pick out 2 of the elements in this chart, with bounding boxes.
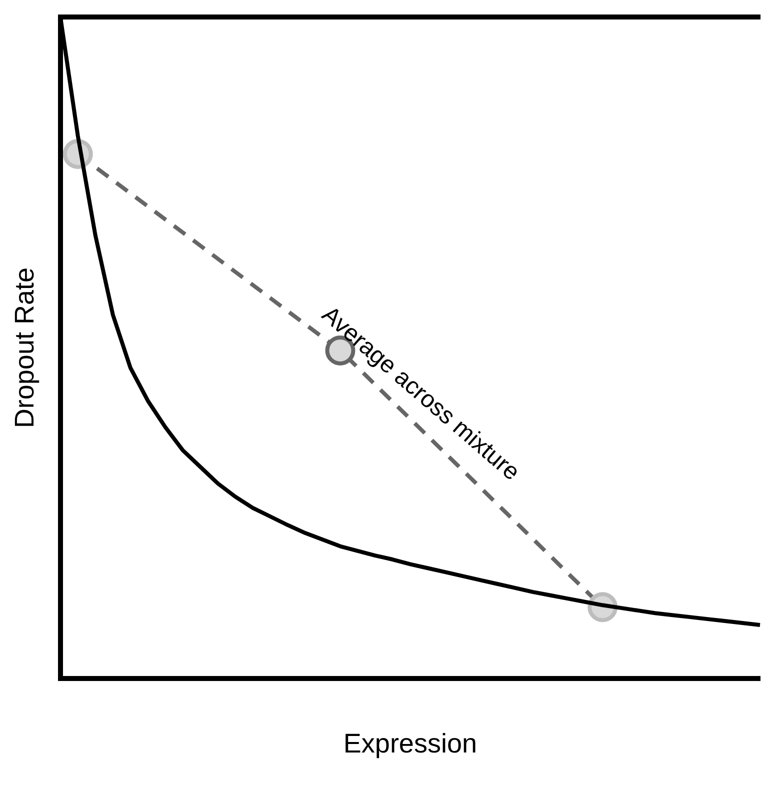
y-axis-title: Dropout Rate	[10, 268, 40, 428]
x-axis-title: Expression	[343, 728, 477, 758]
